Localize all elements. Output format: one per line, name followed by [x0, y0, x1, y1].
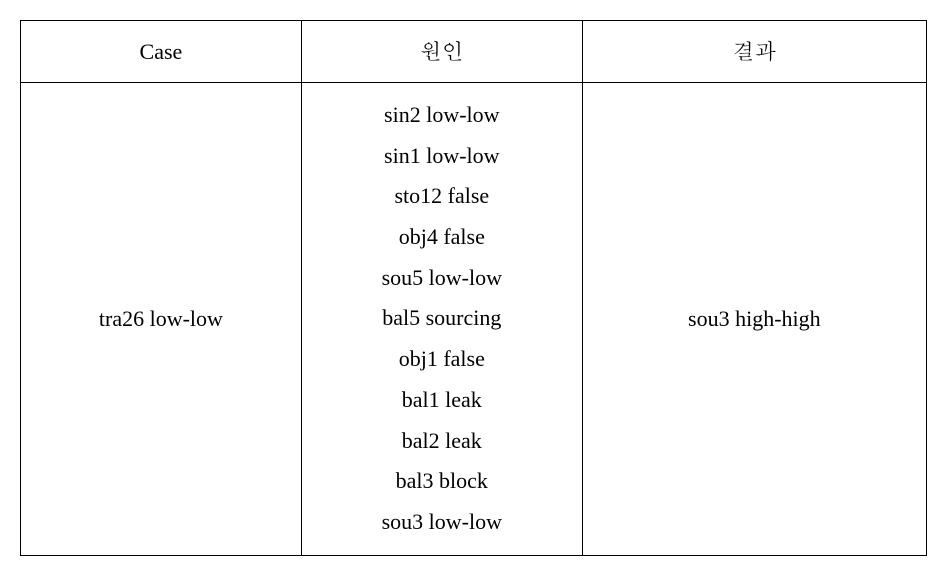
cause-item: bal1 leak	[310, 380, 574, 421]
cause-item: sou3 low-low	[310, 502, 574, 543]
cause-cell: sin2 low-low sin1 low-low sto12 false ob…	[301, 83, 582, 556]
header-case: Case	[21, 21, 302, 83]
cause-item: obj1 false	[310, 339, 574, 380]
data-table: Case 원인 결과 tra26 low-low sin2 low-low si…	[20, 20, 927, 556]
cause-item: bal5 sourcing	[310, 298, 574, 339]
cause-item: sin2 low-low	[310, 95, 574, 136]
cause-item: bal3 block	[310, 461, 574, 502]
table-header: Case 원인 결과	[21, 21, 927, 83]
table-container: Case 원인 결과 tra26 low-low sin2 low-low si…	[20, 20, 927, 556]
header-row: Case 원인 결과	[21, 21, 927, 83]
table-body: tra26 low-low sin2 low-low sin1 low-low …	[21, 83, 927, 556]
data-row: tra26 low-low sin2 low-low sin1 low-low …	[21, 83, 927, 556]
cause-item: obj4 false	[310, 217, 574, 258]
result-cell: sou3 high-high	[582, 83, 926, 556]
cause-item: sin1 low-low	[310, 136, 574, 177]
cause-item: sto12 false	[310, 176, 574, 217]
cause-item: sou5 low-low	[310, 258, 574, 299]
cause-item: bal2 leak	[310, 421, 574, 462]
header-cause: 원인	[301, 21, 582, 83]
header-result: 결과	[582, 21, 926, 83]
case-cell: tra26 low-low	[21, 83, 302, 556]
